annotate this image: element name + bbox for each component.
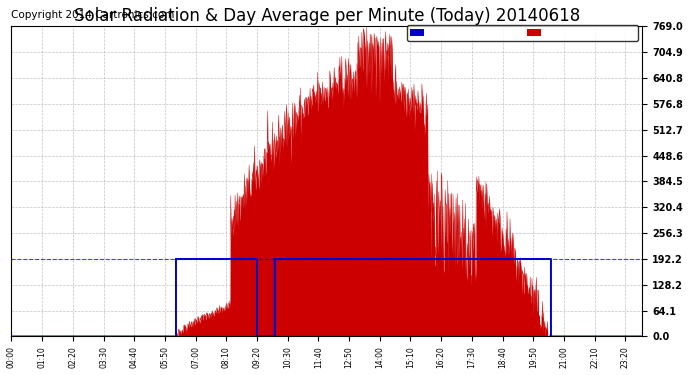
Legend: Median (W/m2), Radiation (W/m2): Median (W/m2), Radiation (W/m2) — [407, 25, 638, 41]
Title: Solar Radiation & Day Average per Minute (Today) 20140618: Solar Radiation & Day Average per Minute… — [74, 7, 580, 25]
Text: Copyright 2014 Cartronics.com: Copyright 2014 Cartronics.com — [12, 10, 175, 20]
